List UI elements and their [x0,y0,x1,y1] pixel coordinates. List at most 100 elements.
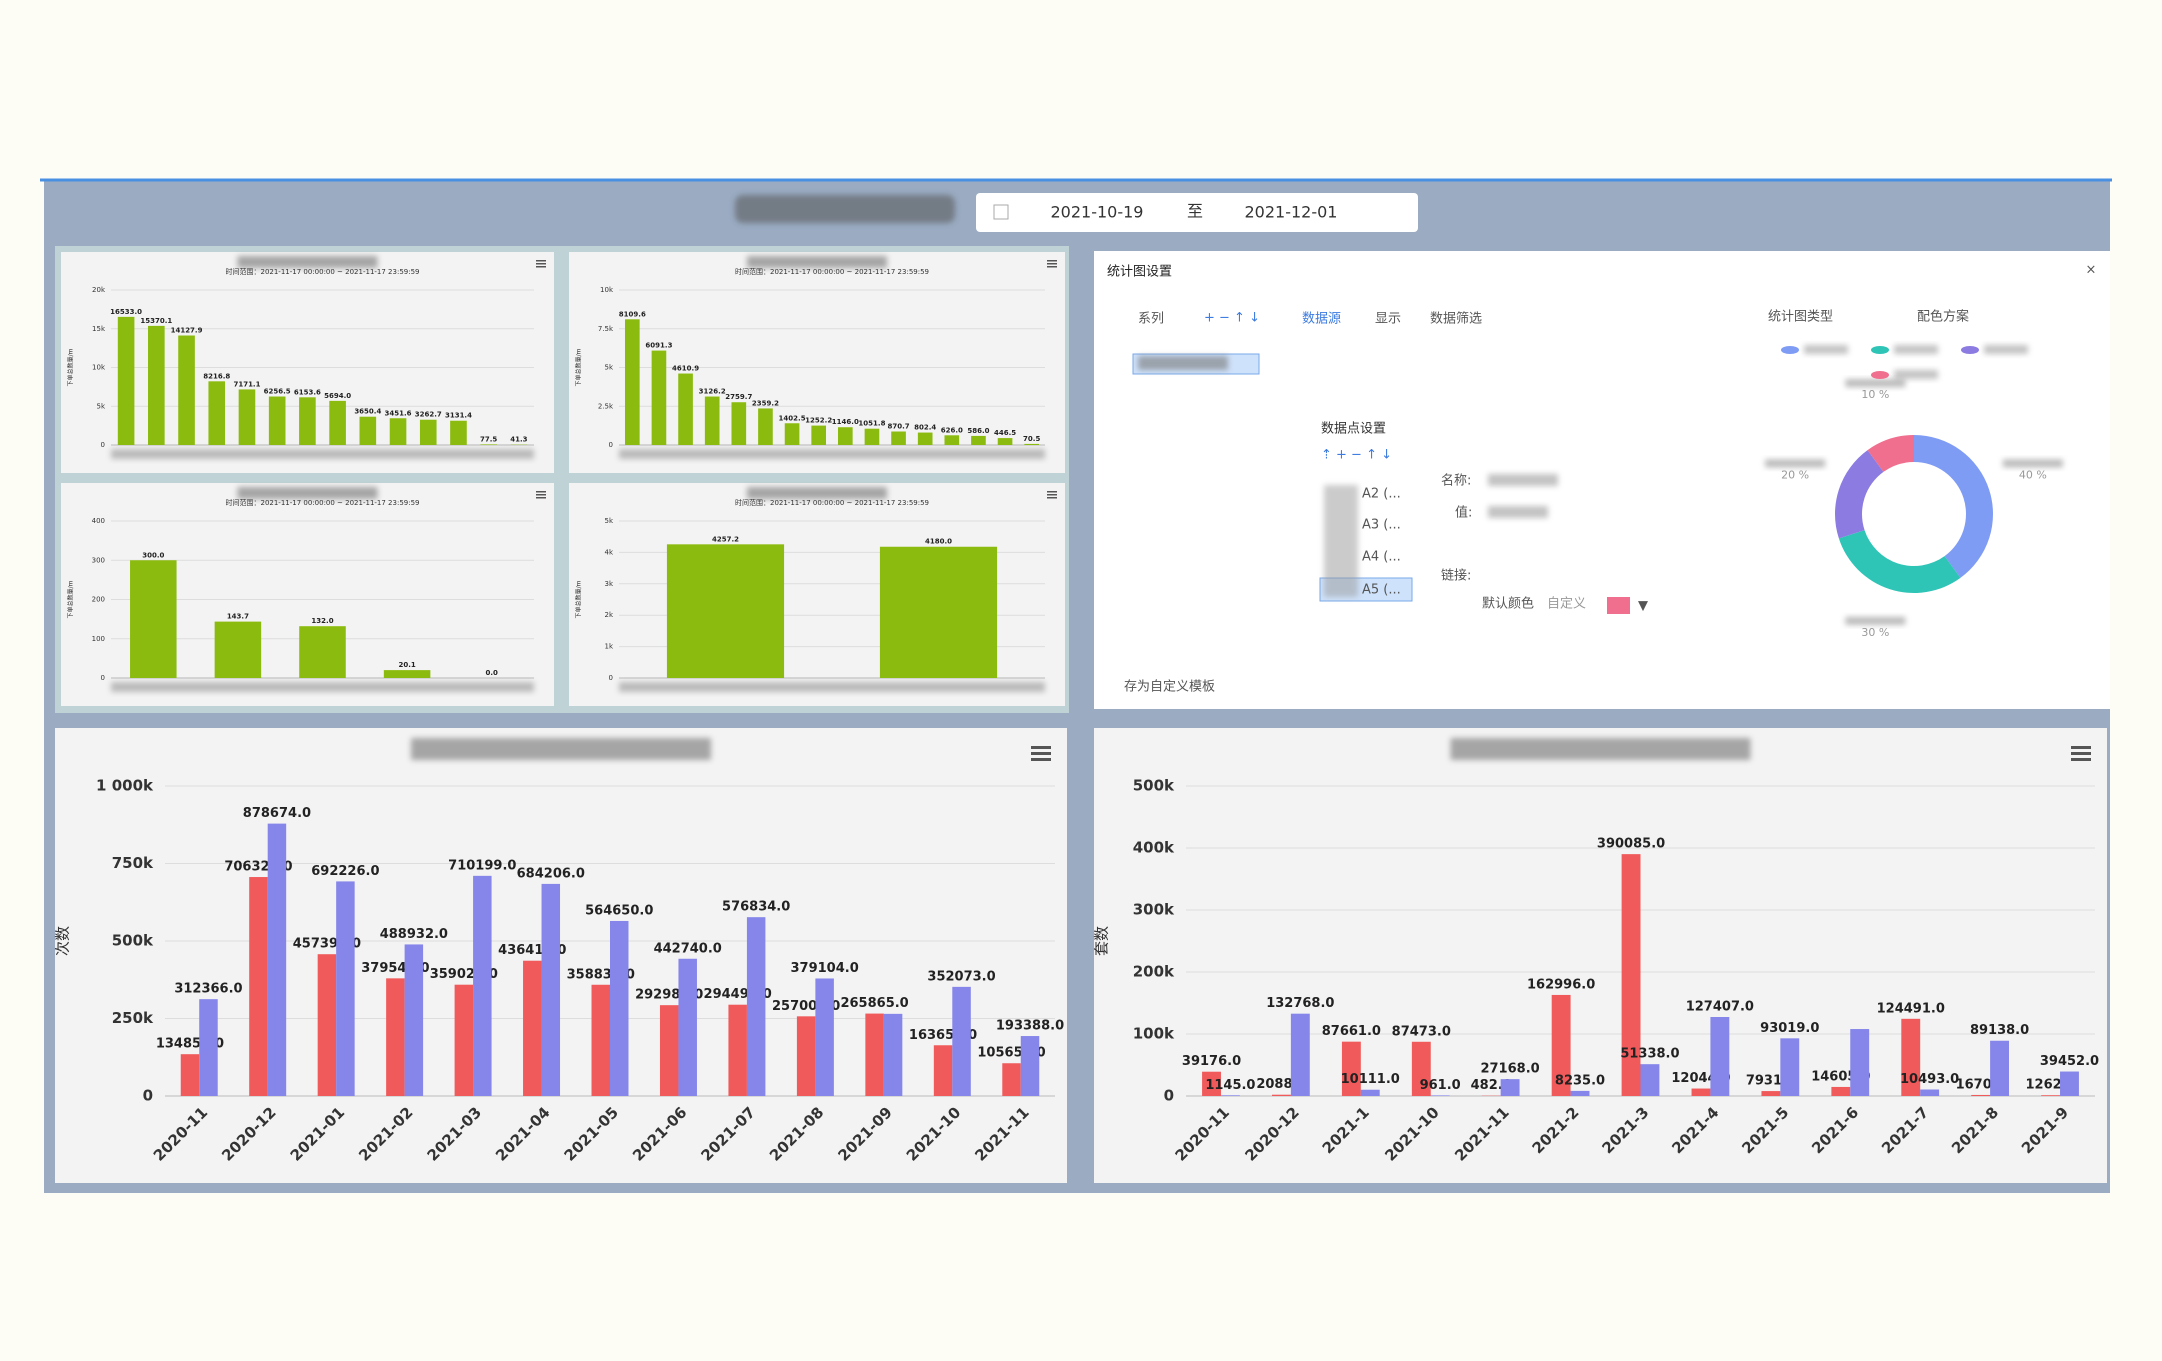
bar [651,350,667,445]
data-label: 265865.0 [840,996,908,1011]
y-tick-label: 4k [604,548,613,556]
series-tools[interactable]: + − ↑ ↓ [1204,311,1260,326]
pie-label: 20 % [1781,468,1809,481]
y-tick-label: 400 [92,517,105,525]
menu-icon [1031,758,1051,761]
data-label: 3650.4 [354,408,381,416]
data-label: 4180.0 [925,538,952,546]
y-axis-label: 套数 [1093,926,1111,956]
bar [1990,1040,2009,1096]
save-template[interactable]: 存为自定义模板 [1124,680,1215,695]
menu-icon [1047,266,1057,268]
bar [933,1045,953,1096]
bar [1500,1079,1520,1096]
bar [208,381,226,445]
dropdown-arrow[interactable]: ▼ [1638,599,1648,614]
data-label: 878674.0 [243,806,311,821]
blurred-legend-text [1894,370,1938,379]
bar [917,432,933,445]
y-axis-label: 下单总数量/m [575,580,583,618]
bar [359,416,377,445]
bar [1971,1094,1991,1096]
bar [1710,1017,1730,1096]
y-tick-label: 10k [600,286,614,294]
color-mode[interactable]: 自定义 [1547,597,1586,612]
bar [238,389,256,445]
tab[interactable]: 数据筛选 [1430,312,1482,327]
pie-slice [1867,435,1914,472]
bar [659,1005,679,1096]
blurred-title [237,256,378,268]
data-label: 576834.0 [722,900,790,915]
blurred-label [735,195,955,223]
menu-icon [536,497,546,499]
menu-icon [1047,263,1057,265]
date-range[interactable] [976,193,1418,232]
tab[interactable]: 系列 [1138,312,1164,327]
bar [1341,1041,1361,1096]
data-label: 300.0 [142,551,164,559]
bar [1020,1036,1040,1096]
data-label: 20.1 [398,661,415,669]
bar [317,954,337,1096]
data-label: 3126.2 [699,388,726,396]
blurred-categories [619,682,1045,692]
tab[interactable]: 显示 [1375,312,1401,327]
close-button[interactable]: × [2086,263,2097,278]
menu-icon [1047,494,1057,496]
point-item[interactable]: A3 (... [1362,518,1401,533]
end-date: 2021-12-01 [1245,203,1338,222]
pie-label: 30 % [1861,626,1889,639]
bar [1850,1029,1870,1096]
data-label: 1051.8 [858,420,885,428]
bar [1411,1041,1431,1096]
calendar-icon [993,204,1009,220]
field-label: 链接: [1441,568,1471,584]
data-label: 132.0 [311,617,333,625]
data-label: 1402.5 [779,414,806,422]
y-tick-label: 5k [96,402,105,410]
bar [1220,1095,1240,1096]
y-tick-label: 20k [92,286,106,294]
dialog-title: 统计图设置 [1107,265,1172,280]
bar [1780,1038,1800,1096]
data-label: 442740.0 [654,941,722,956]
pie-slice [1838,530,1961,593]
y-tick-label: 200 [92,596,105,604]
color-swatch[interactable] [1607,597,1630,614]
subtitle: 时间范围：2021-11-17 00:00:00 ~ 2021-11-17 23… [225,498,419,507]
y-axis-label: 下单总数量/m [575,348,583,386]
tab[interactable]: 数据源 [1302,312,1341,327]
data-label: 87473.0 [1392,1024,1451,1039]
point-item[interactable]: A2 (... [1362,487,1401,502]
data-label: 312366.0 [174,982,242,997]
subtitle: 时间范围：2021-11-17 00:00:00 ~ 2021-11-17 23… [735,267,929,276]
point-item[interactable]: A5 (... [1362,583,1401,598]
bar [864,428,880,445]
y-tick-label: 1 000k [96,777,154,795]
data-label: 93019.0 [1760,1021,1819,1036]
blurred-legend-text [1984,345,2028,354]
menu-icon [536,266,546,268]
point-item[interactable]: A4 (... [1362,550,1401,565]
chart-type-label: 统计图类型 [1768,310,1833,325]
y-tick-label: 3k [604,580,613,588]
data-label: 352073.0 [927,969,995,984]
y-tick-label: 0 [609,674,613,682]
bar [267,823,287,1096]
y-tick-label: 10k [92,364,106,372]
point-tools[interactable]: ⇡ + − ↑ ↓ [1321,448,1392,463]
data-label: 27168.0 [1480,1062,1539,1077]
bar [386,978,405,1096]
legend-marker [1871,371,1889,379]
bar [299,626,346,678]
menu-icon [536,494,546,496]
y-axis-label: 下单总数量/m [67,348,75,386]
data-label: 6091.3 [645,342,672,350]
data-label: 10111.0 [1341,1072,1400,1087]
data-label: 2759.7 [725,393,752,401]
data-label: 626.0 [941,426,963,434]
bar [784,423,800,445]
data-label: 8216.8 [203,372,230,380]
